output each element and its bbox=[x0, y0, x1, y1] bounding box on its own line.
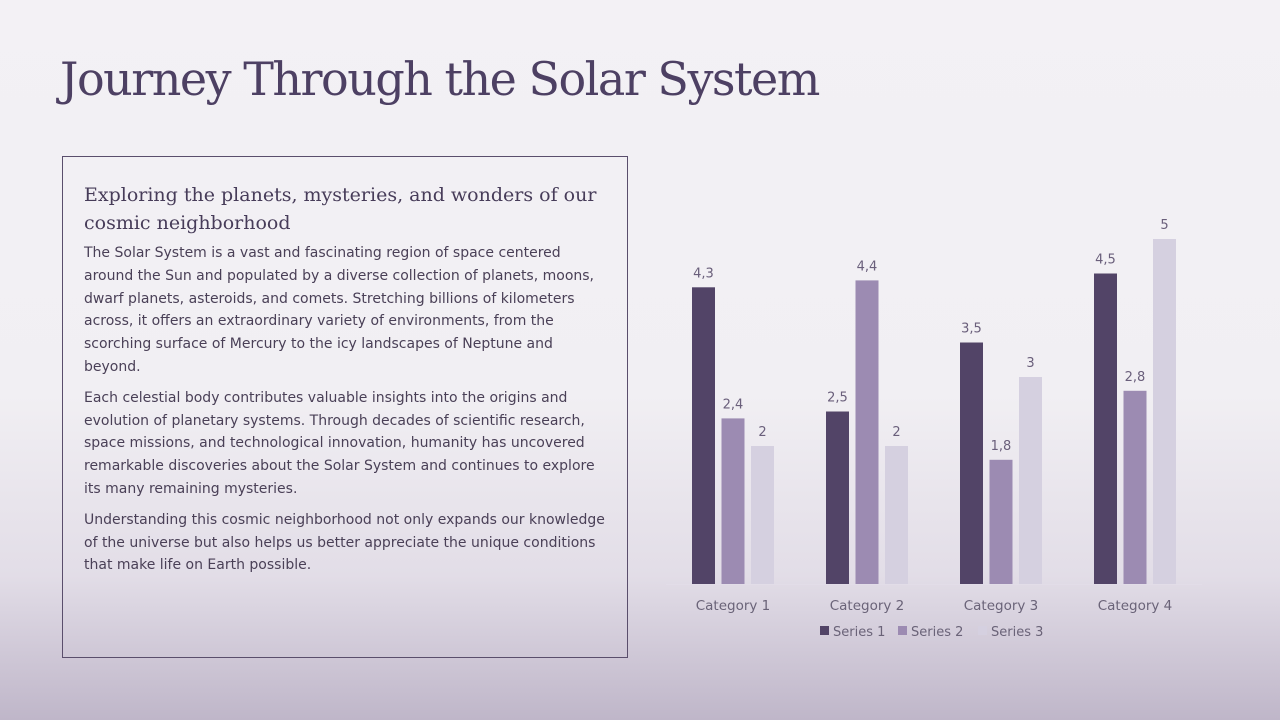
data-label: 2,8 bbox=[1125, 370, 1146, 385]
category-label: Category 3 bbox=[964, 598, 1039, 614]
bar-1-2 bbox=[826, 411, 849, 584]
bar-1-3 bbox=[960, 342, 983, 584]
data-label: 4,5 bbox=[1095, 253, 1116, 268]
paragraph-1: The Solar System is a vast and fascinati… bbox=[84, 245, 595, 375]
slide-subtitle: Exploring the planets, mysteries, and wo… bbox=[84, 184, 597, 234]
text-box: Exploring the planets, mysteries, and wo… bbox=[62, 156, 628, 658]
bar-2-4 bbox=[1123, 390, 1147, 584]
bar-chart: 4,3 2,4 2 Category 1 2,5 4,4 2 Category 2 3,5 1,8… bbox=[666, 218, 1202, 640]
paragraph-2: Each celestial body contributes valuable… bbox=[84, 389, 595, 497]
legend-swatch bbox=[820, 626, 829, 635]
bar-3-1 bbox=[751, 446, 774, 584]
data-label: 3 bbox=[1026, 356, 1034, 371]
data-label: 1,8 bbox=[991, 439, 1012, 454]
slide-title: Journey Through the Solar System bbox=[60, 52, 820, 106]
bar-3-4 bbox=[1153, 239, 1176, 584]
data-label: 2 bbox=[758, 425, 766, 440]
category-label: Category 2 bbox=[830, 598, 905, 614]
data-label: 4,3 bbox=[693, 266, 714, 281]
bar-1-4 bbox=[1094, 273, 1117, 584]
data-label: 5 bbox=[1160, 218, 1168, 233]
bar-2-3 bbox=[989, 459, 1013, 584]
bar-3-3 bbox=[1019, 377, 1042, 584]
data-label: 3,5 bbox=[961, 322, 982, 337]
legend-swatch bbox=[978, 626, 987, 635]
bar-1-1 bbox=[692, 287, 715, 584]
data-label: 2,4 bbox=[723, 397, 744, 412]
paragraph-3: Understanding this cosmic neighborhood n… bbox=[84, 511, 605, 574]
bar-2-2 bbox=[855, 280, 879, 584]
bar-2-1 bbox=[721, 418, 745, 584]
category-label: Category 1 bbox=[696, 598, 771, 614]
legend-swatch bbox=[898, 626, 907, 635]
data-label: 2,5 bbox=[827, 391, 848, 406]
bar-3-2 bbox=[885, 446, 908, 584]
legend-label: Series 3 bbox=[991, 625, 1043, 640]
data-label: 4,4 bbox=[857, 259, 878, 274]
legend-label: Series 1 bbox=[833, 625, 885, 640]
data-label: 2 bbox=[892, 425, 900, 440]
legend-label: Series 2 bbox=[911, 625, 963, 640]
category-label: Category 4 bbox=[1098, 598, 1173, 614]
